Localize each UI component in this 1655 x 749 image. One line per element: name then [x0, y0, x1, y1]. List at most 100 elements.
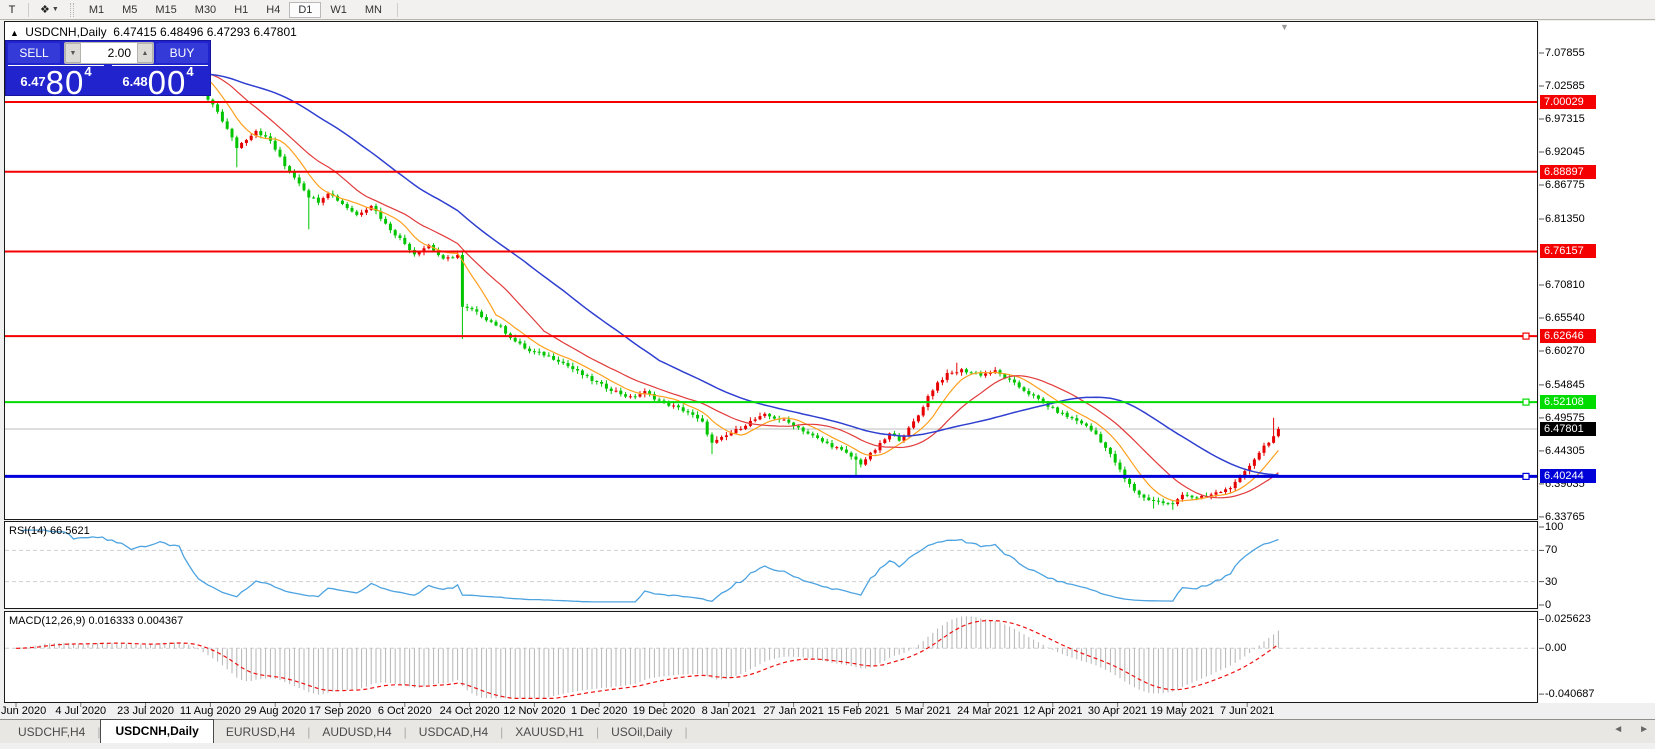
chart-shift-marker-icon[interactable]: ▼ [1280, 22, 1289, 32]
chart-tab-usdcnh-daily[interactable]: USDCNH,Daily [100, 719, 214, 743]
ask-price: 6.48004 [108, 64, 208, 102]
price-axis-tick: 7.07855 [1545, 47, 1585, 59]
timeframe-buttons: M1 M5 M15 M30 H1 H4 D1 W1 MN [80, 1, 391, 18]
time-axis-label: 19 Dec 2020 [632, 705, 696, 717]
chart-symbol-label: USDCNH,Daily [25, 25, 107, 39]
macd-indicator-panel[interactable] [4, 611, 1538, 703]
price-axis-tick: 6.97315 [1545, 112, 1585, 125]
time-axis-label: 5 Mar 2021 [895, 705, 952, 717]
toolbar-grip [69, 2, 74, 17]
price-axis-tick: 6.65540 [1545, 311, 1585, 324]
bid-price: 6.47804 [6, 64, 106, 102]
macd-axis-tick: 0.00 [1545, 642, 1567, 655]
status-strip [0, 743, 1655, 749]
price-axis-tick: 6.44305 [1545, 444, 1585, 457]
volume-stepper: ▼ 2.00 ▲ [64, 42, 154, 64]
draw-arrows-button[interactable]: ❖ ▼ [35, 1, 64, 18]
tab-separator: | [684, 725, 688, 739]
tab-separator: | [595, 725, 600, 739]
volume-decrease-button[interactable]: ▼ [65, 43, 81, 63]
chart-tab-usoil-daily[interactable]: USOil,Daily [611, 725, 673, 739]
timeframe-button-m15[interactable]: M15 [155, 3, 177, 16]
price-axis-tick: 6.49575 [1545, 411, 1585, 424]
time-axis-label: 17 Sep 2020 [308, 705, 372, 717]
price-axis-tick: 6.60270 [1545, 344, 1585, 357]
price-axis-tick: 6.70810 [1545, 278, 1585, 291]
top-toolbar: T ❖ ▼ M1 M5 M15 M30 H1 H4 D1 W1 MN [0, 0, 1655, 20]
line-price-label: 6.62646 [1540, 329, 1596, 344]
time-axis-label: 24 Mar 2021 [957, 705, 1019, 717]
chart-tab-eurusd-h4[interactable]: EURUSD,H4 [225, 725, 296, 739]
current-price-label: 6.47801 [1540, 422, 1596, 437]
bid-price-big: 80 [45, 64, 85, 101]
timeframe-button-h4[interactable]: H4 [266, 3, 281, 16]
line-price-label: 6.76157 [1540, 244, 1596, 259]
timeframe-button-d1[interactable]: D1 [289, 1, 322, 18]
tab-scroll-right-icon[interactable]: ► [1639, 724, 1649, 735]
buy-button[interactable]: BUY [156, 43, 208, 63]
draw-arrows-icon: ❖ [40, 4, 50, 16]
time-axis-label: 8 Jan 2021 [701, 705, 757, 717]
tab-separator: | [307, 725, 311, 739]
volume-value[interactable]: 2.00 [81, 43, 137, 63]
quote-panel-header: SELL ▼ 2.00 ▲ BUY [6, 41, 210, 66]
sell-button[interactable]: SELL [8, 43, 60, 63]
time-axis-label: 12 Nov 2020 [503, 705, 566, 717]
quote-prices: 6.47804 6.48004 [6, 64, 210, 101]
tab-scroll-buttons: ◄ ► [1613, 724, 1649, 735]
time-axis-label: 7 Jun 2021 [1219, 705, 1275, 717]
volume-increase-button[interactable]: ▲ [137, 43, 153, 63]
rsi-axis-tick: 100 [1545, 521, 1564, 533]
price-chart-panel[interactable] [4, 21, 1538, 520]
time-axis-label: 27 Jan 2021 [763, 705, 824, 717]
rsi-axis-tick: 0 [1545, 599, 1552, 611]
chevron-down-icon: ▼ [51, 6, 59, 13]
time-axis-label: 4 Jul 2020 [55, 705, 107, 717]
line-price-label: 6.52108 [1540, 395, 1596, 410]
tab-separator: | [97, 725, 101, 739]
timeframe-button-m30[interactable]: M30 [194, 3, 217, 16]
ask-price-prefix: 6.48 [122, 74, 148, 89]
time-axis-label: 23 Jul 2020 [117, 705, 175, 717]
rsi-axis-tick: 70 [1545, 544, 1558, 557]
time-axis-label: 15 Feb 2021 [827, 705, 890, 717]
one-click-trading-panel: SELL ▼ 2.00 ▲ BUY 6.47804 6.48004 [5, 40, 211, 101]
timeframe-button-m5[interactable]: M5 [122, 3, 138, 16]
price-axis-tick: 6.86775 [1545, 178, 1585, 191]
toolbar-separator [28, 2, 29, 17]
time-axis-label: 6 Oct 2020 [377, 705, 432, 717]
bid-price-pip: 4 [84, 64, 92, 79]
time-axis-label: 12 Apr 2021 [1023, 705, 1083, 717]
time-axis-label: 19 May 2021 [1150, 705, 1215, 717]
line-price-label: 6.40244 [1540, 469, 1596, 484]
text-tool-button[interactable]: T [8, 3, 16, 16]
chart-tab-usdchf-h4[interactable]: USDCHF,H4 [18, 725, 86, 739]
time-axis-label: 29 Aug 2020 [244, 705, 307, 717]
chart-tab-xauusd-h1[interactable]: XAUUSD,H1 [515, 725, 584, 739]
chart-tab-bar: USDCHF,H4 | USDCNH,Daily EURUSD,H4 | AUDUSD,H… [0, 719, 1655, 743]
time-axis-label: 1 Dec 2020 [571, 705, 628, 717]
rsi-indicator-panel[interactable] [4, 521, 1538, 609]
timeframe-button-h1[interactable]: H1 [234, 3, 249, 16]
price-axis-tick: 6.33765 [1545, 510, 1585, 523]
chart-tab-audusd-h4[interactable]: AUDUSD,H4 [322, 725, 392, 739]
tab-separator: | [403, 725, 407, 739]
price-axis[interactable] [1539, 21, 1655, 703]
toolbar-separator [396, 2, 398, 17]
bid-price-prefix: 6.47 [20, 74, 46, 89]
tab-separator: | [500, 725, 504, 739]
price-axis-tick: 6.81350 [1545, 212, 1585, 225]
timeframe-button-mn[interactable]: MN [364, 3, 382, 16]
macd-axis-tick: 0.025623 [1545, 613, 1591, 626]
time-axis-label: 16 Jun 2020 [0, 705, 47, 717]
macd-axis-tick: -0.040687 [1545, 688, 1595, 701]
time-axis-label: 11 Aug 2020 [179, 705, 241, 717]
timeframe-button-w1[interactable]: W1 [330, 3, 347, 16]
price-axis-tick: 6.92045 [1545, 145, 1585, 158]
rsi-indicator-label: RSI(14) 66.5621 [9, 525, 90, 537]
ask-price-big: 00 [147, 64, 187, 101]
chart-tab-usdcad-h4[interactable]: USDCAD,H4 [418, 725, 489, 739]
price-axis-tick: 7.02585 [1545, 79, 1585, 92]
tab-scroll-left-icon[interactable]: ◄ [1613, 724, 1624, 735]
timeframe-button-m1[interactable]: M1 [88, 3, 105, 16]
